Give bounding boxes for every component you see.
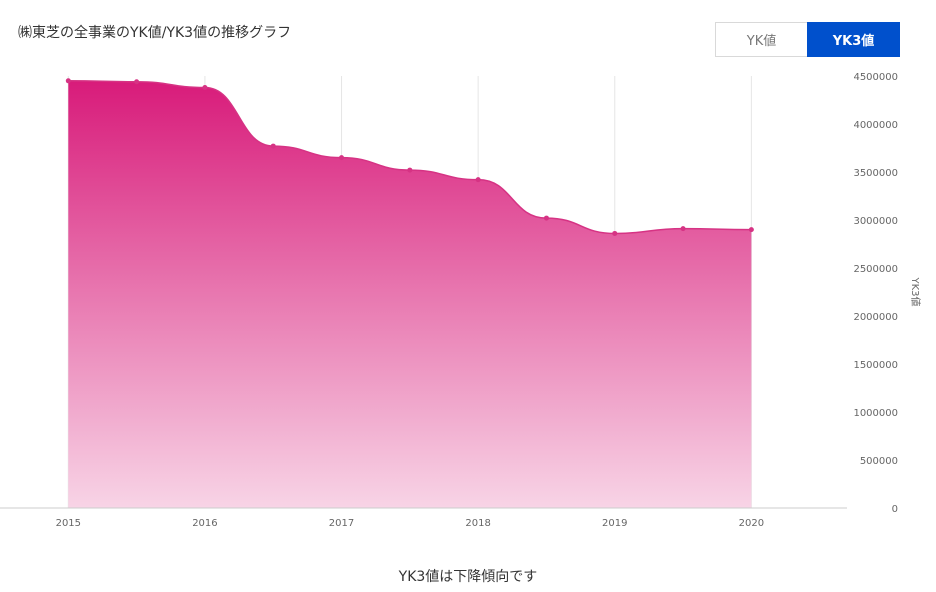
y-tick-label: 2000000 (853, 312, 898, 323)
y-tick-label: 1500000 (853, 360, 898, 371)
data-point (748, 227, 754, 233)
chart-title: ㈱東芝の全事業のYK値/YK3値の推移グラフ (18, 25, 292, 41)
data-point (543, 215, 549, 221)
yk3-toggle-button[interactable]: YK3値 (807, 22, 900, 57)
value-toggle: YK値 YK3値 (715, 22, 900, 57)
x-tick-label: 2017 (329, 518, 354, 529)
data-point (270, 143, 276, 149)
yk-toggle-button[interactable]: YK値 (715, 22, 807, 57)
data-points (65, 78, 754, 236)
x-tick-label: 2018 (465, 518, 490, 529)
area-chart: 2015 2016 2017 2018 2019 2020 0 500000 1000000 1… (0, 72, 922, 529)
trend-caption: YK3値は下降傾向です (398, 569, 538, 585)
y-tick-label: 500000 (860, 456, 898, 467)
data-point (65, 78, 71, 84)
y-tick-label: 3500000 (853, 168, 898, 179)
y-tick-label: 0 (892, 504, 898, 515)
y-axis-ticks: 0 500000 1000000 1500000 2000000 2500000 30000… (853, 72, 898, 515)
x-tick-label: 2019 (602, 518, 627, 529)
data-point (134, 79, 140, 85)
data-point (612, 230, 618, 236)
y-tick-label: 4000000 (853, 120, 898, 131)
y-tick-label: 3000000 (853, 216, 898, 227)
area-fill (68, 80, 752, 509)
y-axis-label: YK3値 (909, 276, 922, 306)
y-tick-label: 2500000 (853, 264, 898, 275)
data-point (339, 155, 345, 161)
data-point (475, 177, 481, 183)
x-tick-label: 2016 (192, 518, 217, 529)
data-point (202, 85, 208, 91)
data-point (680, 226, 686, 232)
x-axis-ticks: 2015 2016 2017 2018 2019 2020 (56, 518, 765, 529)
data-point (407, 167, 413, 173)
x-tick-label: 2020 (739, 518, 764, 529)
y-tick-label: 1000000 (853, 408, 898, 419)
x-tick-label: 2015 (56, 518, 81, 529)
y-tick-label: 4500000 (853, 72, 898, 83)
